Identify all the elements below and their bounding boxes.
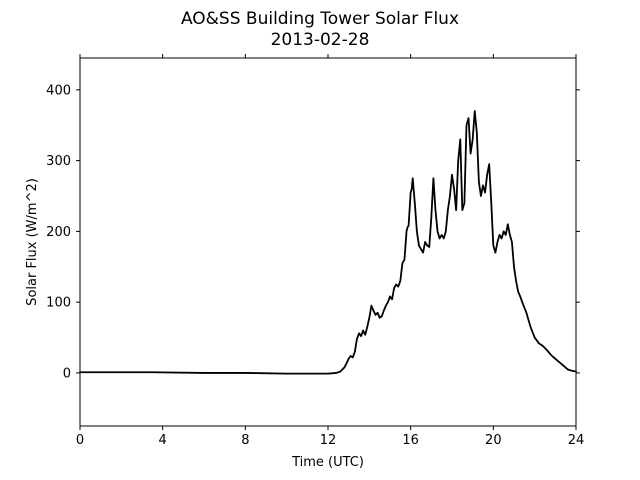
x-axis-label: Time (UTC) <box>291 455 364 470</box>
plot-frame <box>79 57 577 427</box>
x-tick-label: 24 <box>568 433 585 448</box>
chart-title: AO&SS Building Tower Solar Flux <box>181 9 459 29</box>
y-tick-label: 100 <box>46 296 71 311</box>
chart-subtitle: 2013-02-28 <box>271 30 370 50</box>
y-tick-label: 0 <box>63 366 71 381</box>
series-line <box>79 110 577 375</box>
x-tick-label: 8 <box>241 433 249 448</box>
x-tick-label: 4 <box>159 433 167 448</box>
y-tick-label: 400 <box>46 83 71 98</box>
y-tick-label: 200 <box>46 225 71 240</box>
x-tick-label: 0 <box>76 433 84 448</box>
series-layer <box>79 110 577 375</box>
y-axis-label: Solar Flux (W/m^2) <box>25 178 40 306</box>
x-tick-label: 16 <box>402 433 419 448</box>
ticks-layer: 0 4 8 12 16 20 24 0 100 200 300 400 <box>46 54 584 448</box>
x-tick-label: 12 <box>320 433 337 448</box>
y-tick-label: 300 <box>46 154 71 169</box>
x-tick-label: 20 <box>485 433 502 448</box>
